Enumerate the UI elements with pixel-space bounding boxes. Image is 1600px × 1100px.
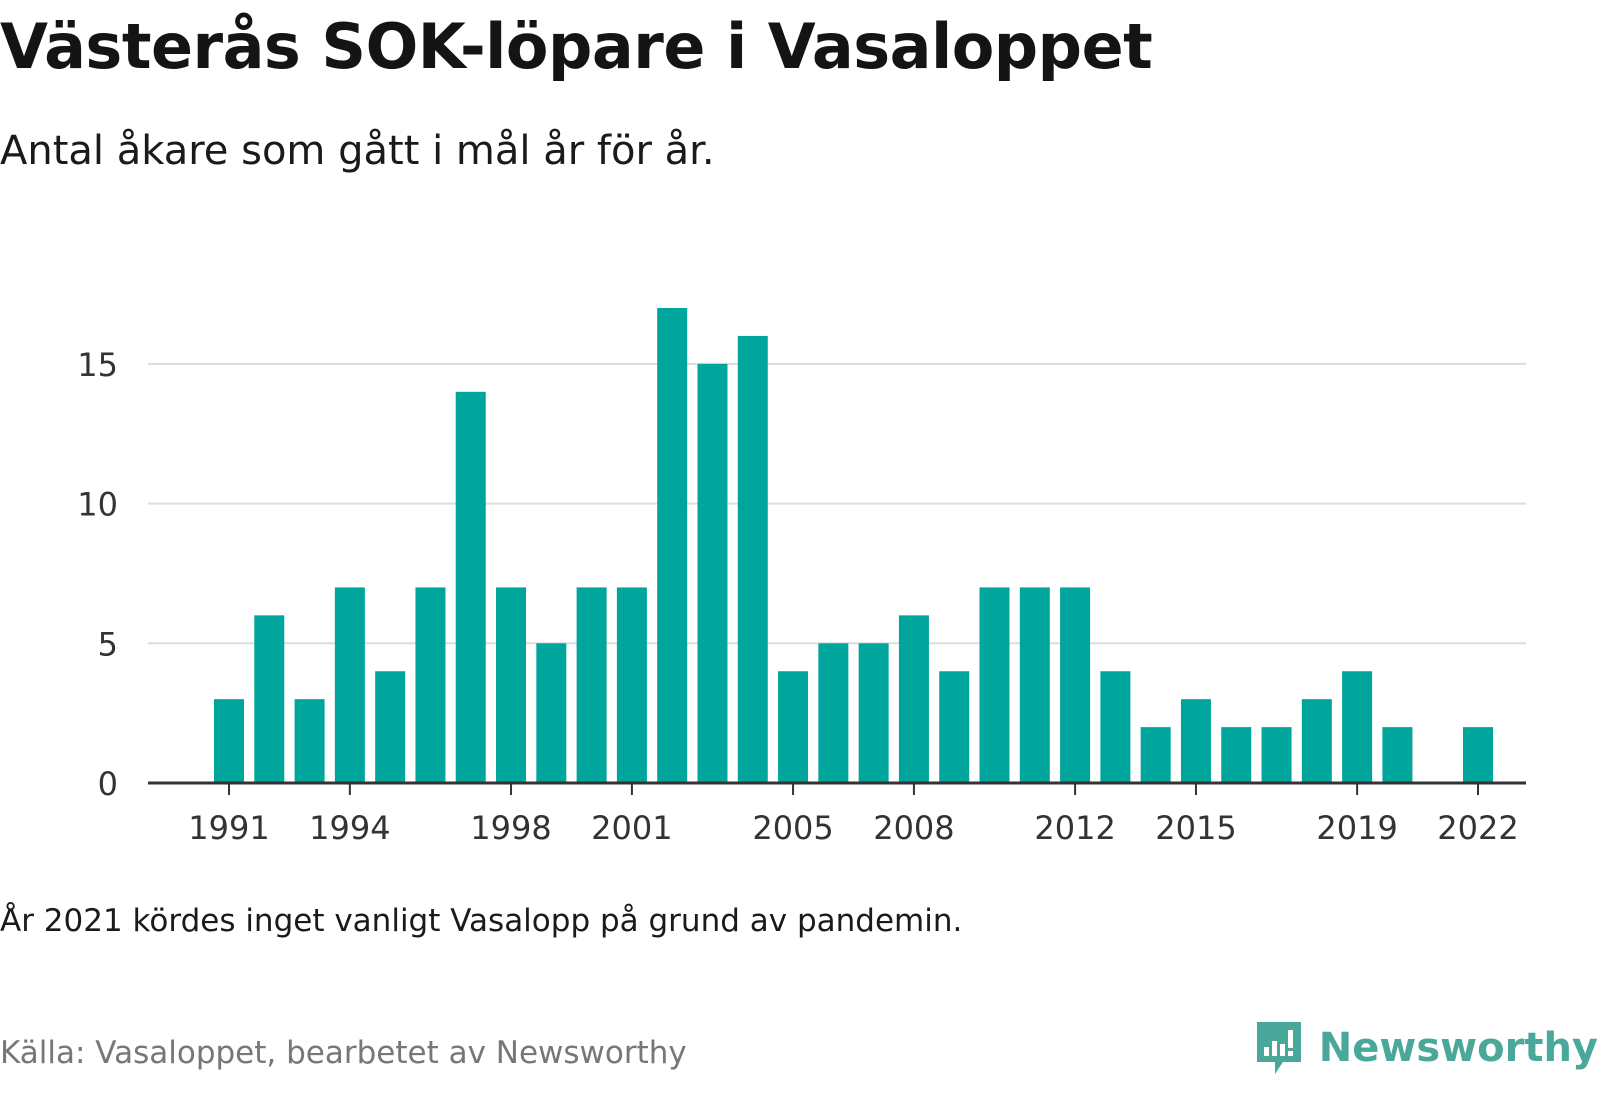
bar-2009 <box>939 671 970 783</box>
bar-2020 <box>1382 727 1413 783</box>
newsworthy-chart-logo-icon <box>1256 1022 1301 1074</box>
bar-1993 <box>294 699 325 783</box>
x-axis-tick-labels: 1991 1994 1998 2001 2005 2008 2012 2015 2019 2022 <box>188 783 1519 847</box>
bar-2017 <box>1261 727 1292 783</box>
bar-1998 <box>496 587 527 783</box>
bar-2002 <box>657 308 688 783</box>
bar-2003 <box>697 363 728 783</box>
bar-1991 <box>214 699 244 783</box>
x-tick-label-2005: 2005 <box>752 809 833 847</box>
bar-2004 <box>737 335 768 783</box>
bar-2008 <box>898 615 929 783</box>
newsworthy-logo: Newsworthy <box>1253 1018 1598 1078</box>
bar-2006 <box>818 643 849 783</box>
bar-2015 <box>1180 699 1211 783</box>
x-tick-label-2001: 2001 <box>591 809 672 847</box>
bar-2022 <box>1462 727 1493 783</box>
bar-chart: 0 5 10 15 1991 1994 1998 2001 2005 2008 2012 2015 2… <box>77 308 1526 847</box>
chart-title: Västerås SOK-löpare i Vasaloppet <box>0 10 1153 83</box>
bar-2016 <box>1221 727 1252 783</box>
bar-2013 <box>1100 671 1131 783</box>
bar-1994 <box>334 587 365 783</box>
y-axis-tick-labels: 0 5 10 15 <box>77 346 118 803</box>
x-tick-label-2022: 2022 <box>1437 809 1518 847</box>
x-tick-label-2008: 2008 <box>873 809 954 847</box>
bar-1999 <box>536 643 567 783</box>
bars <box>214 308 1493 783</box>
y-tick-label-0: 0 <box>98 765 118 803</box>
bar-2018 <box>1301 699 1332 783</box>
y-tick-label-5: 5 <box>98 625 118 663</box>
bar-2000 <box>576 587 607 783</box>
y-tick-label-10: 10 <box>77 486 118 524</box>
bar-2012 <box>1060 587 1091 783</box>
x-tick-label-2019: 2019 <box>1316 809 1397 847</box>
source-credit: Källa: Vasaloppet, bearbetet av Newswort… <box>0 1035 687 1071</box>
bar-2014 <box>1140 727 1171 783</box>
bar-2010 <box>979 587 1010 783</box>
bar-2005 <box>778 671 809 783</box>
bar-1996 <box>415 587 446 783</box>
footnote: År 2021 kördes inget vanligt Vasalopp på… <box>0 903 963 939</box>
x-tick-label-2015: 2015 <box>1155 809 1236 847</box>
y-tick-label-15: 15 <box>77 346 118 384</box>
chart-subtitle: Antal åkare som gått i mål år för år. <box>0 128 715 174</box>
newsworthy-logo-text: Newsworthy <box>1318 1025 1598 1071</box>
bar-2011 <box>1019 587 1050 783</box>
bar-1995 <box>375 671 406 783</box>
x-tick-label-1991: 1991 <box>188 809 269 847</box>
bar-1992 <box>254 615 285 783</box>
bar-2019 <box>1342 671 1373 783</box>
bar-1997 <box>455 391 486 783</box>
bar-2007 <box>858 643 889 783</box>
bar-2001 <box>616 587 647 783</box>
x-tick-label-1994: 1994 <box>309 809 390 847</box>
x-tick-label-2012: 2012 <box>1034 809 1115 847</box>
x-tick-label-1998: 1998 <box>470 809 551 847</box>
